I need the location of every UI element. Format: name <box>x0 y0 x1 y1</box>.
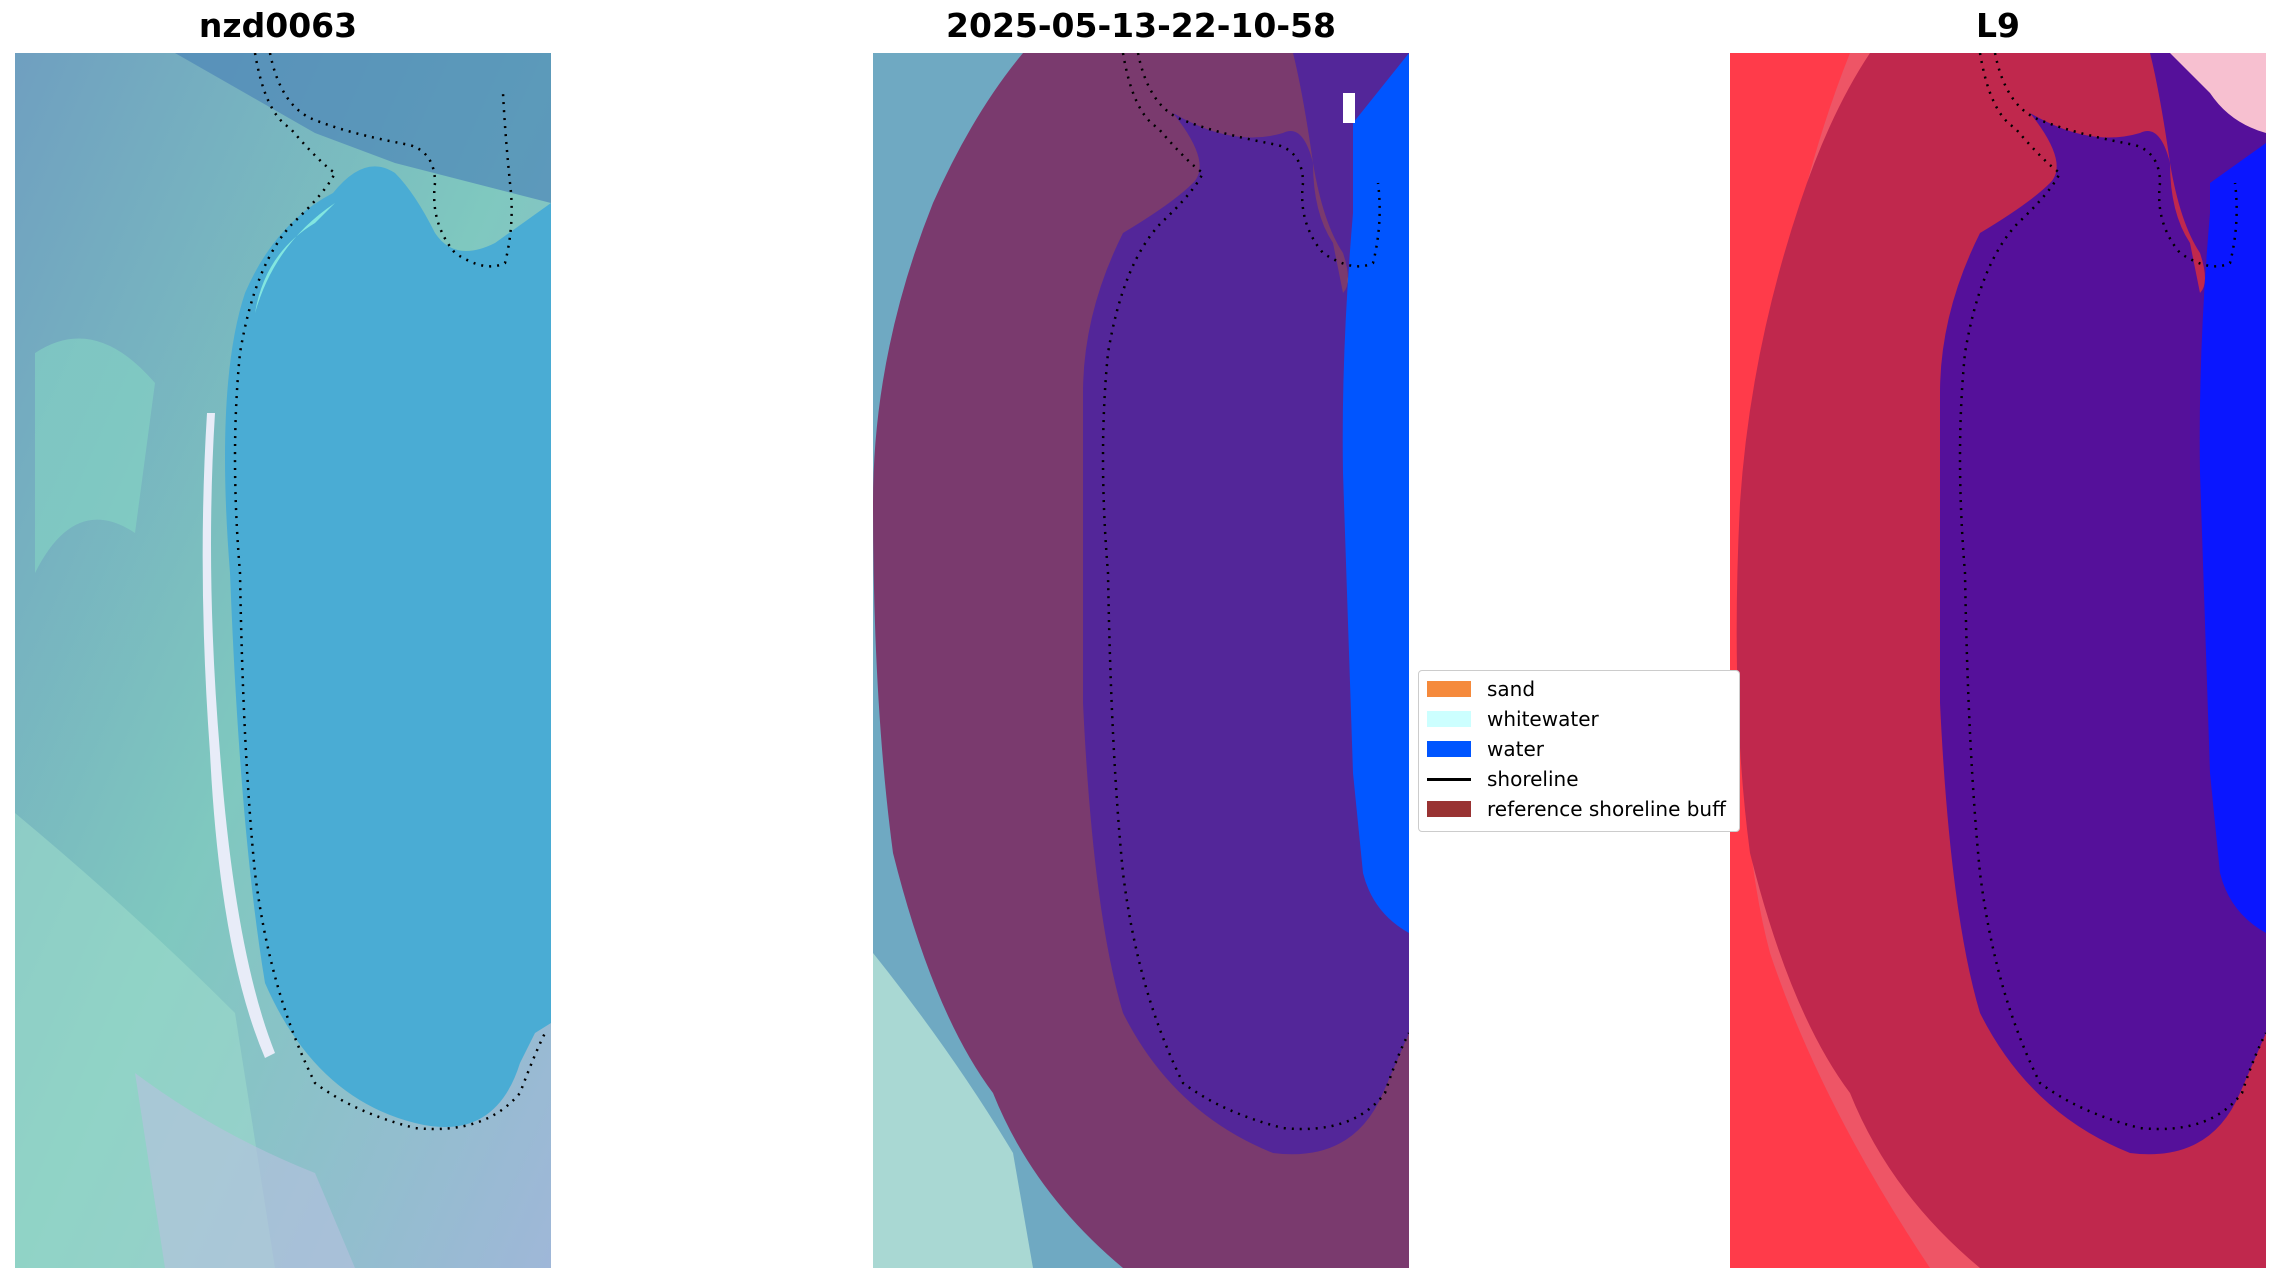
classification-panel <box>873 53 1409 1268</box>
legend-label: sand <box>1487 677 1536 701</box>
shoreline-line-swatch <box>1427 777 1471 781</box>
rgb-image <box>15 53 551 1268</box>
legend-label: whitewater <box>1487 707 1599 731</box>
buffer-swatch <box>1427 801 1471 817</box>
water-swatch <box>1427 741 1471 757</box>
classification-image <box>873 53 1409 1268</box>
legend-item-sand: sand <box>1427 675 1535 703</box>
rgb-image-panel <box>15 53 551 1268</box>
legend: sand whitewater water shoreline referenc… <box>1418 670 1740 832</box>
legend-item-whitewater: whitewater <box>1427 705 1599 733</box>
panel-title-index: L9 <box>1976 6 2020 45</box>
legend-label: water <box>1487 737 1544 761</box>
index-image <box>1730 53 2266 1268</box>
whitewater-swatch <box>1427 711 1471 727</box>
legend-label: shoreline <box>1487 767 1579 791</box>
panel-title-classification: 2025-05-13-22-10-58 <box>946 6 1336 45</box>
sand-swatch <box>1427 681 1471 697</box>
panel-title-rgb: nzd0063 <box>198 6 358 45</box>
legend-item-shoreline: shoreline <box>1427 765 1579 793</box>
legend-label: reference shoreline buff <box>1487 797 1726 821</box>
index-panel <box>1730 53 2266 1268</box>
legend-item-water: water <box>1427 735 1544 763</box>
legend-item-reference-buffer: reference shoreline buff <box>1427 795 1726 823</box>
